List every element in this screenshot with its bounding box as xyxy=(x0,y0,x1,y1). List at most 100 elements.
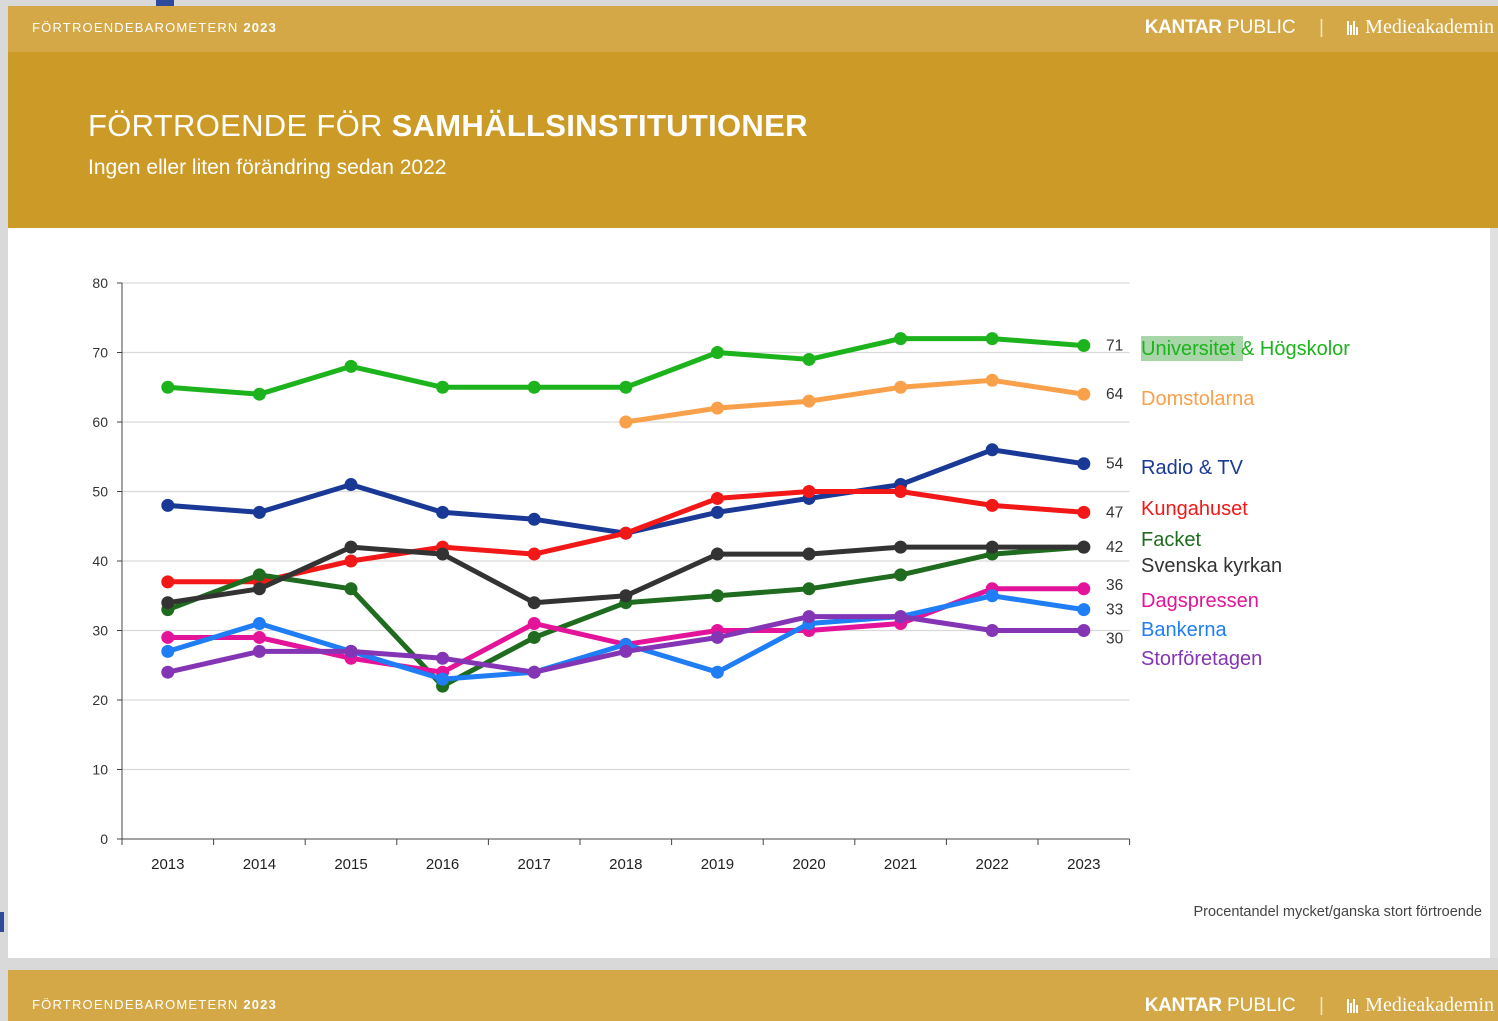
bottom-brand-strip: FÖRTROENDEBAROMETERN 2023 KANTAR PUBLIC … xyxy=(8,970,1498,1021)
brand-label: FÖRTROENDEBAROMETERN 2023 xyxy=(32,20,278,35)
data-point xyxy=(1077,624,1091,637)
kantar-logo-bottom: KANTAR xyxy=(1144,995,1222,1016)
chart-footnote: Procentandel mycket/ganska stort förtroe… xyxy=(1193,904,1482,920)
data-point xyxy=(710,401,724,415)
data-point xyxy=(894,332,908,346)
data-point xyxy=(802,547,816,561)
data-point xyxy=(344,540,358,554)
data-point xyxy=(985,624,999,637)
legend-label: Universitet & Högskolor xyxy=(1141,338,1350,360)
data-point xyxy=(252,644,266,658)
data-point xyxy=(1077,582,1091,596)
legend-label: Storföretagen xyxy=(1141,648,1262,670)
data-point xyxy=(710,491,724,505)
x-tick-label: 2017 xyxy=(518,856,551,873)
data-point xyxy=(161,380,175,394)
top-blue-mark xyxy=(156,0,174,6)
data-point xyxy=(710,630,724,644)
data-point xyxy=(252,387,266,401)
data-point xyxy=(1077,540,1091,554)
data-point xyxy=(894,610,908,624)
x-tick-label: 2016 xyxy=(426,856,459,873)
data-point xyxy=(985,540,999,554)
data-point xyxy=(527,547,541,561)
partner-logos: KANTAR PUBLIC | Medieakademin xyxy=(1145,16,1494,41)
bars-icon-bottom xyxy=(1347,997,1359,1019)
x-tick-label: 2018 xyxy=(609,856,642,873)
data-point xyxy=(802,485,816,498)
end-value-label: 71 xyxy=(1106,338,1123,355)
data-point xyxy=(527,665,541,679)
data-point xyxy=(436,380,450,394)
data-point xyxy=(161,644,175,658)
data-point xyxy=(1077,505,1091,519)
data-point xyxy=(619,644,633,658)
data-point xyxy=(436,651,450,665)
data-point xyxy=(802,610,816,624)
y-tick-label: 80 xyxy=(92,275,108,291)
x-tick-label: 2015 xyxy=(334,856,367,873)
legend-label: Domstolarna xyxy=(1141,388,1255,410)
data-point xyxy=(527,596,541,610)
data-point xyxy=(619,526,633,540)
data-point xyxy=(802,352,816,366)
data-point xyxy=(802,582,816,596)
data-point xyxy=(344,359,358,373)
kantar-logo: KANTAR xyxy=(1144,17,1222,38)
x-tick-label: 2023 xyxy=(1067,856,1100,873)
data-point xyxy=(985,498,999,512)
data-point xyxy=(161,498,175,512)
y-tick-label: 60 xyxy=(92,414,108,430)
data-point xyxy=(527,512,541,526)
end-value-label: 33 xyxy=(1106,602,1123,619)
legend-label: Svenska kyrkan xyxy=(1141,555,1282,577)
data-point xyxy=(1077,457,1091,471)
data-point xyxy=(894,568,908,582)
brand-label-bottom: FÖRTROENDEBAROMETERN 2023 xyxy=(32,997,278,1012)
medieakademin-logo: Medieakademin xyxy=(1365,16,1494,38)
data-point xyxy=(894,485,908,498)
series-line xyxy=(623,377,1087,425)
legend-label: Bankerna xyxy=(1141,619,1227,641)
data-point xyxy=(985,443,999,457)
end-value-label: 54 xyxy=(1106,456,1124,473)
left-blue-mark xyxy=(0,912,4,932)
data-point xyxy=(161,630,175,644)
y-tick-label: 50 xyxy=(92,484,108,500)
x-tick-label: 2021 xyxy=(884,856,917,873)
right-edge xyxy=(1490,228,1498,958)
legend-label: Facket xyxy=(1141,529,1201,551)
data-point xyxy=(710,665,724,679)
y-tick-label: 0 xyxy=(100,831,108,847)
partner-logos-bottom: KANTAR PUBLIC | Medieakademin xyxy=(1145,994,1494,1019)
end-value-label: 42 xyxy=(1106,539,1123,556)
data-point xyxy=(436,547,450,561)
top-brand-strip: FÖRTROENDEBAROMETERN 2023 KANTAR PUBLIC … xyxy=(8,6,1498,52)
data-point xyxy=(344,478,358,492)
chart-area: 0 10 20 30 40 50 60 70 80 2013 2014 2015 2016 2017 201… xyxy=(8,228,1498,958)
data-point xyxy=(344,582,358,596)
legend-label: Radio & TV xyxy=(1141,457,1244,479)
x-tick-label: 2020 xyxy=(792,856,825,873)
y-tick-label: 20 xyxy=(92,692,108,708)
data-point xyxy=(619,589,633,603)
y-tick-label: 30 xyxy=(92,623,108,639)
legend-highlight xyxy=(1141,336,1243,361)
data-point xyxy=(619,380,633,394)
slide-header: FÖRTROENDE FÖR SAMHÄLLSINSTITUTIONER Ing… xyxy=(8,52,1498,228)
y-tick-label: 40 xyxy=(92,553,108,569)
data-point xyxy=(710,589,724,603)
data-point xyxy=(894,380,908,394)
end-value-label: 64 xyxy=(1106,386,1124,403)
data-point xyxy=(436,505,450,519)
end-value-label: 30 xyxy=(1106,631,1124,648)
data-point xyxy=(161,596,175,610)
medieakademin-logo-bottom: Medieakademin xyxy=(1365,994,1494,1016)
data-point xyxy=(802,394,816,408)
data-point xyxy=(252,630,266,644)
x-tick-label: 2013 xyxy=(151,856,184,873)
data-point xyxy=(252,582,266,596)
page-title: FÖRTROENDE FÖR SAMHÄLLSINSTITUTIONER xyxy=(88,108,808,143)
data-point xyxy=(619,415,633,429)
data-point xyxy=(252,617,266,631)
